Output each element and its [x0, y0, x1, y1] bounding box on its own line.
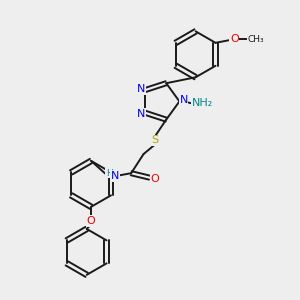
Text: S: S: [151, 135, 158, 145]
Text: O: O: [150, 174, 159, 184]
Text: NH₂: NH₂: [191, 98, 213, 108]
Text: CH₃: CH₃: [248, 35, 264, 44]
Text: H: H: [106, 169, 112, 178]
Text: O: O: [87, 216, 95, 226]
Text: N: N: [110, 171, 119, 181]
Text: O: O: [230, 34, 239, 44]
Text: N: N: [136, 109, 145, 119]
Text: N: N: [136, 84, 145, 94]
Text: N: N: [179, 95, 188, 105]
